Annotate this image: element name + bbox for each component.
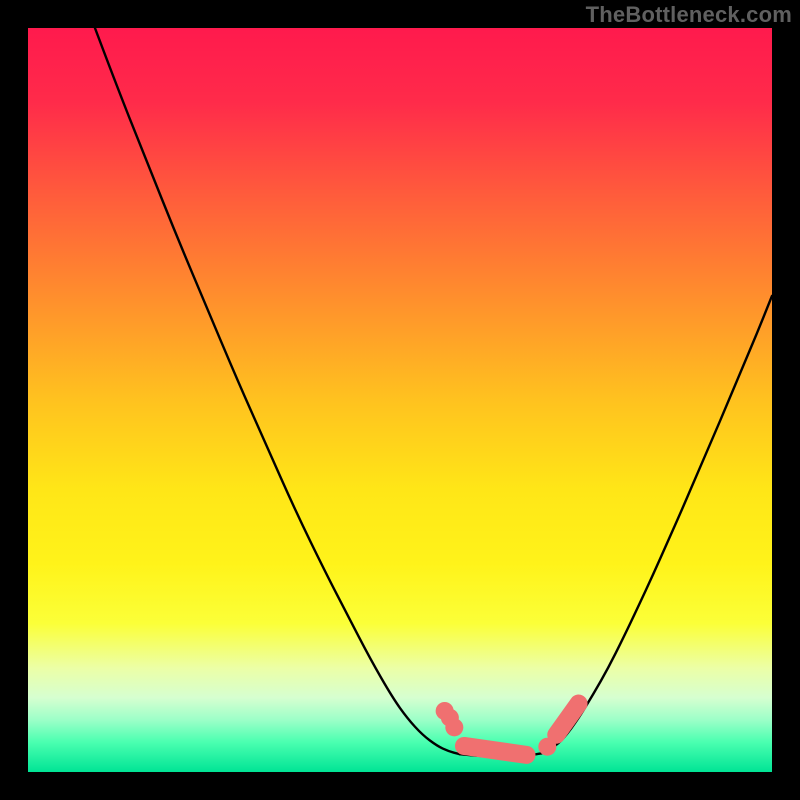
background-gradient [28,28,772,772]
watermark-text: TheBottleneck.com [586,2,792,28]
plot-area [28,28,772,772]
plot-svg [28,28,772,772]
pill-segment-3 [464,746,526,755]
chart-stage: TheBottleneck.com [0,0,800,800]
